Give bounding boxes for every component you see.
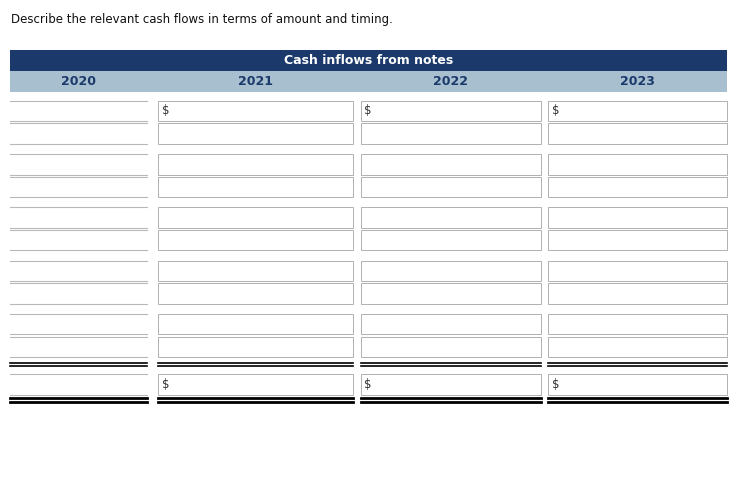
Bar: [361, 261, 541, 281]
Bar: [361, 207, 541, 228]
Text: 2021: 2021: [238, 75, 273, 88]
Bar: [548, 230, 727, 250]
Bar: [548, 207, 727, 228]
Text: $: $: [162, 378, 169, 391]
Bar: [548, 283, 727, 304]
Bar: [361, 230, 541, 250]
Bar: [158, 123, 353, 144]
Bar: [361, 101, 541, 121]
Bar: [10, 71, 727, 92]
Bar: [361, 154, 541, 175]
Text: 2022: 2022: [434, 75, 468, 88]
Bar: [548, 177, 727, 197]
Bar: [158, 283, 353, 304]
Text: $: $: [552, 105, 559, 117]
Bar: [361, 283, 541, 304]
Text: $: $: [364, 105, 372, 117]
Text: Describe the relevant cash flows in terms of amount and timing.: Describe the relevant cash flows in term…: [11, 13, 393, 26]
Bar: [548, 154, 727, 175]
Bar: [158, 207, 353, 228]
Bar: [548, 261, 727, 281]
Bar: [158, 374, 353, 395]
Bar: [158, 261, 353, 281]
Text: 2020: 2020: [61, 75, 96, 88]
Bar: [548, 374, 727, 395]
Bar: [158, 177, 353, 197]
Bar: [361, 374, 541, 395]
Bar: [158, 101, 353, 121]
Text: $: $: [552, 378, 559, 391]
Bar: [158, 154, 353, 175]
Bar: [361, 123, 541, 144]
Bar: [158, 314, 353, 334]
Bar: [158, 230, 353, 250]
Bar: [10, 50, 727, 71]
Bar: [361, 314, 541, 334]
Bar: [548, 123, 727, 144]
Bar: [361, 177, 541, 197]
Text: 2023: 2023: [620, 75, 655, 88]
Bar: [548, 314, 727, 334]
Bar: [548, 101, 727, 121]
Bar: [361, 337, 541, 357]
Text: $: $: [364, 378, 372, 391]
Text: Cash inflows from notes: Cash inflows from notes: [284, 54, 453, 67]
Bar: [158, 337, 353, 357]
Text: $: $: [162, 105, 169, 117]
Bar: [548, 337, 727, 357]
